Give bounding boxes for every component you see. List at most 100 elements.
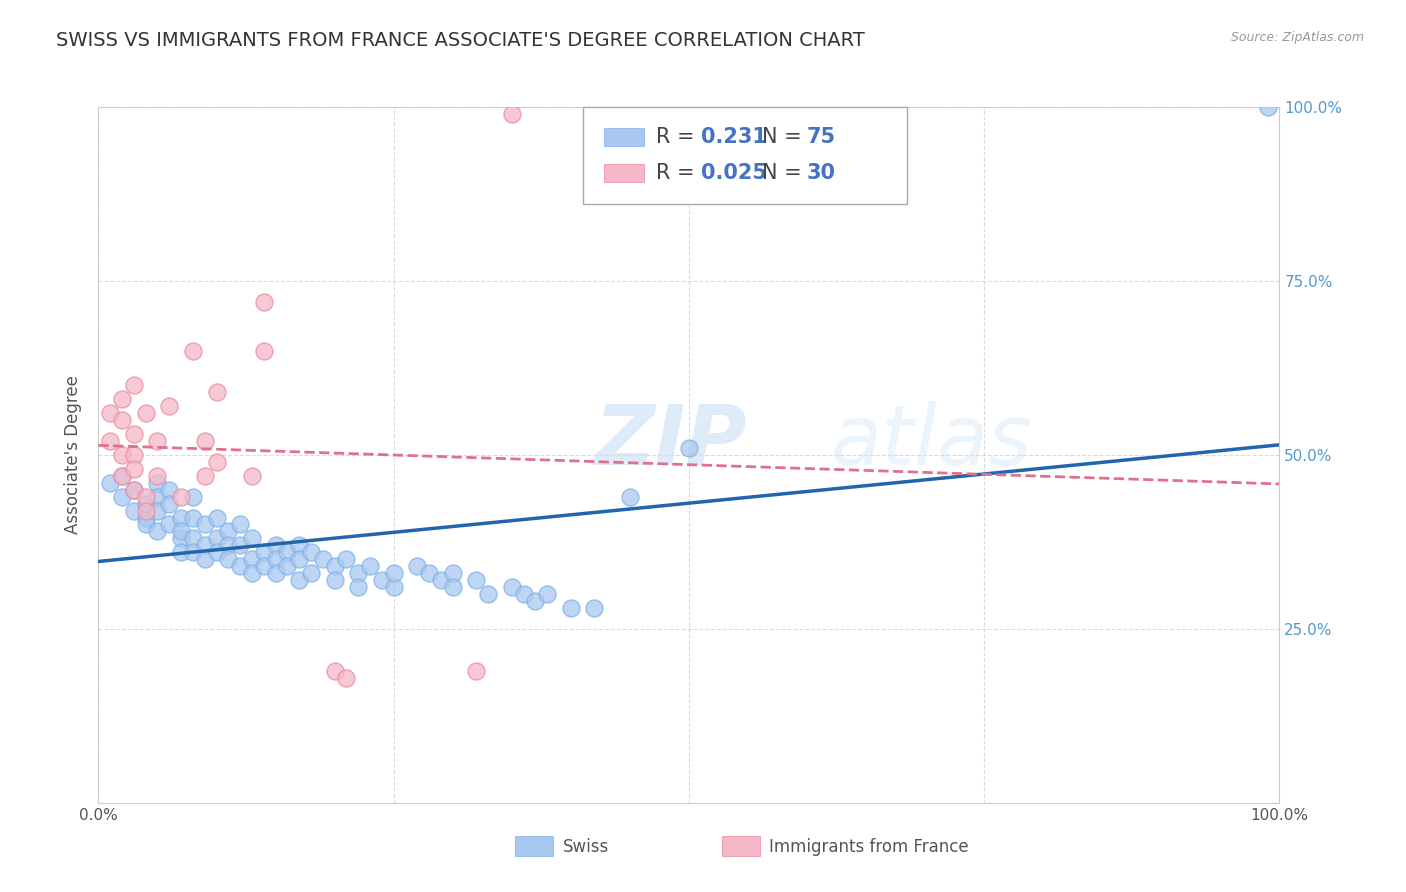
Point	[323, 573, 346, 587]
Point	[181, 532, 204, 546]
Point	[170, 532, 193, 546]
Text: Source: ZipAtlas.com: Source: ZipAtlas.com	[1230, 31, 1364, 45]
Point	[477, 587, 499, 601]
Point	[205, 545, 228, 559]
Text: R =: R =	[655, 127, 702, 147]
Point	[465, 573, 488, 587]
Text: N =: N =	[762, 127, 808, 147]
Point	[1257, 100, 1279, 114]
Point	[240, 552, 263, 566]
Point	[122, 483, 145, 497]
Point	[240, 566, 263, 581]
Point	[240, 468, 263, 483]
Text: SWISS VS IMMIGRANTS FROM FRANCE ASSOCIATE'S DEGREE CORRELATION CHART: SWISS VS IMMIGRANTS FROM FRANCE ASSOCIAT…	[56, 31, 865, 50]
Point	[524, 594, 547, 608]
Point	[501, 580, 523, 594]
Text: Immigrants from France: Immigrants from France	[769, 838, 969, 855]
Point	[583, 601, 606, 615]
Point	[98, 434, 121, 448]
Point	[122, 462, 145, 476]
Text: ZIP: ZIP	[595, 401, 747, 482]
Point	[157, 399, 180, 413]
Text: R =: R =	[655, 163, 702, 183]
Point	[276, 559, 298, 574]
Point	[205, 532, 228, 546]
Point	[135, 497, 157, 511]
Point	[382, 566, 405, 581]
Point	[111, 468, 134, 483]
Point	[181, 545, 204, 559]
Point	[122, 503, 145, 517]
Point	[217, 552, 239, 566]
Point	[217, 524, 239, 539]
Point	[465, 664, 488, 678]
Point	[111, 413, 134, 427]
Point	[111, 448, 134, 462]
Point	[229, 559, 252, 574]
Point	[240, 532, 263, 546]
Point	[98, 475, 121, 490]
FancyBboxPatch shape	[582, 107, 907, 204]
Point	[441, 566, 464, 581]
Point	[288, 573, 311, 587]
Point	[619, 490, 641, 504]
Point	[194, 538, 217, 552]
FancyBboxPatch shape	[516, 836, 553, 856]
Point	[418, 566, 440, 581]
Point	[146, 503, 169, 517]
Point	[170, 490, 193, 504]
Text: Swiss: Swiss	[562, 838, 609, 855]
Point	[560, 601, 582, 615]
Text: N =: N =	[762, 163, 808, 183]
Text: atlas: atlas	[831, 401, 1032, 482]
Point	[299, 566, 322, 581]
Point	[264, 566, 287, 581]
Point	[135, 406, 157, 420]
Point	[146, 475, 169, 490]
Point	[288, 538, 311, 552]
Point	[122, 378, 145, 392]
Point	[181, 343, 204, 358]
FancyBboxPatch shape	[723, 836, 759, 856]
Point	[170, 545, 193, 559]
Point	[135, 517, 157, 532]
Point	[194, 517, 217, 532]
Point	[229, 517, 252, 532]
Point	[347, 566, 370, 581]
Point	[217, 538, 239, 552]
Point	[170, 510, 193, 524]
Point	[194, 552, 217, 566]
Point	[382, 580, 405, 594]
Point	[323, 559, 346, 574]
Point	[276, 545, 298, 559]
Point	[406, 559, 429, 574]
Point	[111, 392, 134, 407]
Point	[512, 587, 534, 601]
Point	[335, 671, 357, 685]
Y-axis label: Associate's Degree: Associate's Degree	[65, 376, 83, 534]
Point	[678, 441, 700, 455]
FancyBboxPatch shape	[605, 128, 644, 146]
Point	[146, 468, 169, 483]
Text: 30: 30	[807, 163, 837, 183]
Text: 75: 75	[807, 127, 837, 147]
Point	[194, 434, 217, 448]
Point	[170, 524, 193, 539]
Point	[111, 468, 134, 483]
Point	[146, 490, 169, 504]
Point	[264, 538, 287, 552]
Point	[501, 107, 523, 121]
Point	[122, 427, 145, 442]
Point	[122, 483, 145, 497]
FancyBboxPatch shape	[605, 164, 644, 182]
Point	[205, 510, 228, 524]
Point	[157, 483, 180, 497]
Point	[347, 580, 370, 594]
Point	[264, 552, 287, 566]
Point	[157, 517, 180, 532]
Point	[253, 343, 276, 358]
Point	[359, 559, 381, 574]
Point	[135, 510, 157, 524]
Point	[430, 573, 453, 587]
Point	[146, 524, 169, 539]
